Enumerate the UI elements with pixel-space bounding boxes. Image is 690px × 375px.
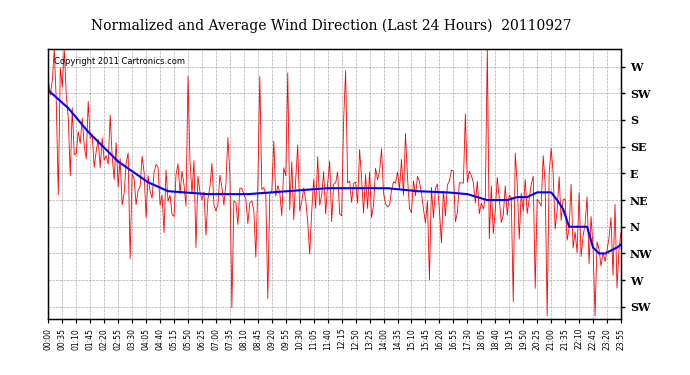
- Text: Copyright 2011 Cartronics.com: Copyright 2011 Cartronics.com: [54, 57, 185, 66]
- Text: Normalized and Average Wind Direction (Last 24 Hours)  20110927: Normalized and Average Wind Direction (L…: [91, 19, 571, 33]
